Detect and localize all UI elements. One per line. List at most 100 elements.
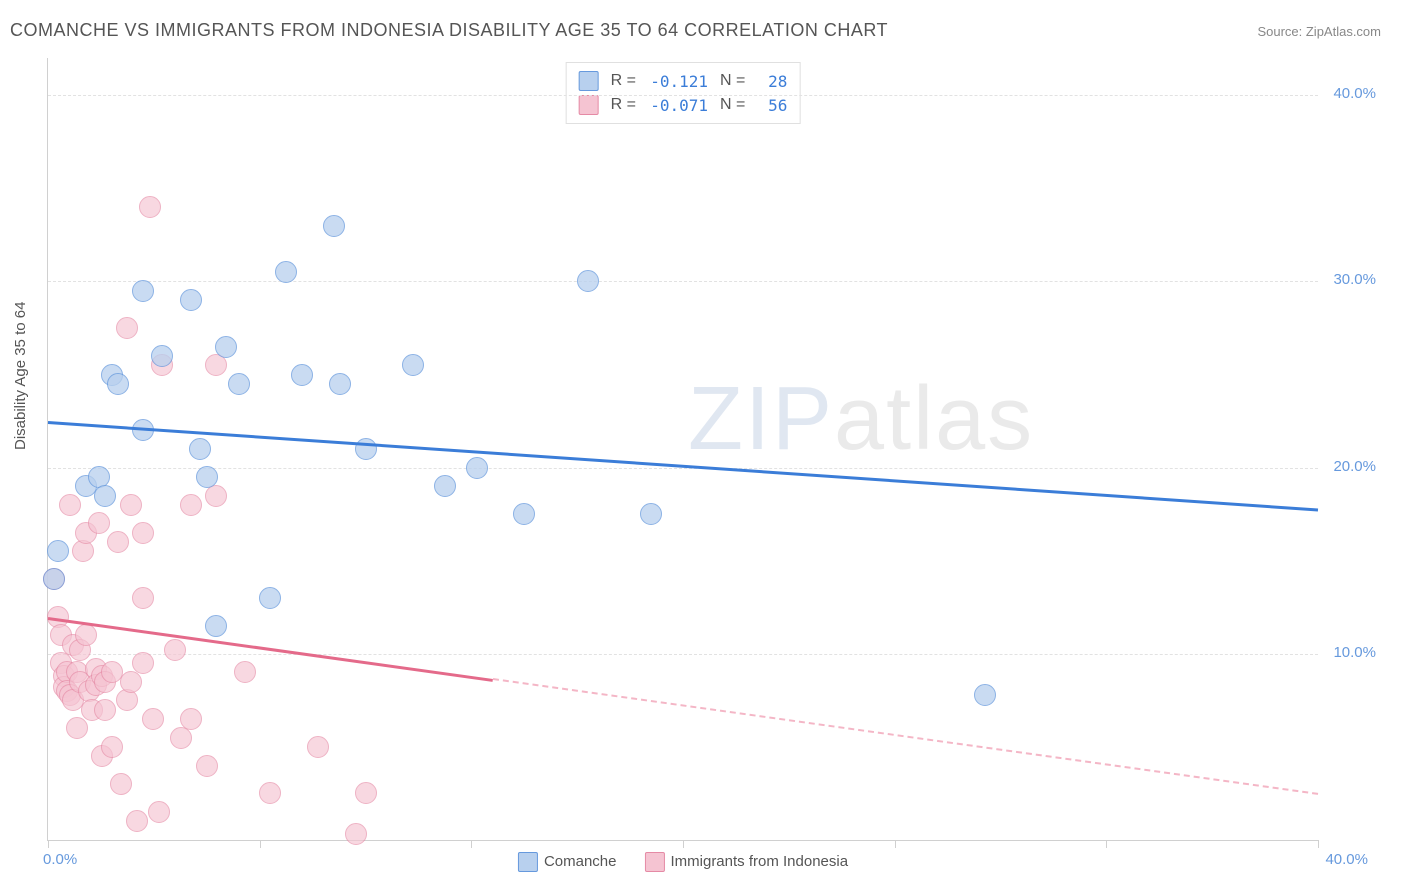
data-point [355,782,377,804]
data-point [47,540,69,562]
legend-series: Comanche Immigrants from Indonesia [518,852,848,872]
legend-item: Comanche [518,852,617,872]
data-point [180,708,202,730]
y-tick-label: 10.0% [1333,644,1376,661]
legend-stats: R = -0.121 N = 28 R = -0.071 N = 56 [566,62,801,124]
data-point [94,485,116,507]
data-point [107,531,129,553]
data-point [139,196,161,218]
data-point [116,317,138,339]
x-tick [1106,840,1107,848]
x-max-label: 40.0% [1325,851,1368,868]
data-point [215,336,237,358]
data-point [107,373,129,395]
gridline-h [48,95,1318,96]
y-tick-label: 20.0% [1333,458,1376,475]
data-point [151,345,173,367]
x-tick [48,840,49,848]
data-point [466,457,488,479]
data-point [110,773,132,795]
data-point [577,270,599,292]
legend-stat-row: R = -0.071 N = 56 [579,93,788,117]
plot-area: ZIPatlas R =-0.121N =28R =-0.071N =56 Co… [47,58,1318,841]
data-point [120,671,142,693]
watermark: ZIPatlas [688,368,1034,471]
chart-title: COMANCHE VS IMMIGRANTS FROM INDONESIA DI… [10,20,888,41]
legend-r-value: -0.071 [648,96,708,115]
data-point [974,684,996,706]
data-point [259,587,281,609]
legend-swatch [579,71,599,91]
y-axis-label: Disability Age 35 to 64 [12,302,29,450]
data-point [205,485,227,507]
legend-r-value: -0.121 [648,72,708,91]
data-point [132,652,154,674]
x-tick [260,840,261,848]
data-point [116,689,138,711]
legend-n-label: N = [720,72,745,90]
data-point [434,475,456,497]
data-point [323,215,345,237]
data-point [196,466,218,488]
data-point [307,736,329,758]
source-prefix: Source: [1257,24,1305,39]
data-point [196,755,218,777]
legend-n-value: 28 [757,72,787,91]
trend-line-dashed [492,678,1318,795]
data-point [189,438,211,460]
data-point [205,615,227,637]
legend-n-value: 56 [757,96,787,115]
x-tick [683,840,684,848]
data-point [164,639,186,661]
legend-r-label: R = [611,96,636,114]
watermark-zip: ZIP [688,369,834,469]
data-point [513,503,535,525]
data-point [88,512,110,534]
data-point [120,494,142,516]
data-point [291,364,313,386]
data-point [275,261,297,283]
data-point [180,494,202,516]
data-point [148,801,170,823]
data-point [234,661,256,683]
data-point [142,708,164,730]
data-point [72,540,94,562]
gridline-h [48,281,1318,282]
legend-swatch [644,852,664,872]
legend-stat-row: R = -0.121 N = 28 [579,69,788,93]
y-tick-label: 30.0% [1333,271,1376,288]
data-point [66,717,88,739]
x-tick [895,840,896,848]
data-point [75,624,97,646]
legend-label: Comanche [544,853,617,870]
data-point [345,823,367,845]
data-point [101,736,123,758]
data-point [329,373,351,395]
data-point [640,503,662,525]
legend-item: Immigrants from Indonesia [644,852,848,872]
legend-r-label: R = [611,72,636,90]
data-point [43,568,65,590]
data-point [94,699,116,721]
legend-swatch [518,852,538,872]
data-point [132,280,154,302]
data-point [59,494,81,516]
data-point [355,438,377,460]
source-name: ZipAtlas.com [1306,24,1381,39]
x-tick [1318,840,1319,848]
legend-label: Immigrants from Indonesia [670,853,848,870]
data-point [228,373,250,395]
data-point [132,587,154,609]
data-point [402,354,424,376]
gridline-h [48,654,1318,655]
trend-line [48,421,1318,512]
data-point [132,522,154,544]
data-point [126,810,148,832]
source-credit: Source: ZipAtlas.com [1257,24,1381,39]
legend-n-label: N = [720,96,745,114]
data-point [259,782,281,804]
x-tick [471,840,472,848]
y-tick-label: 40.0% [1333,85,1376,102]
x-min-label: 0.0% [43,851,77,868]
legend-swatch [579,95,599,115]
